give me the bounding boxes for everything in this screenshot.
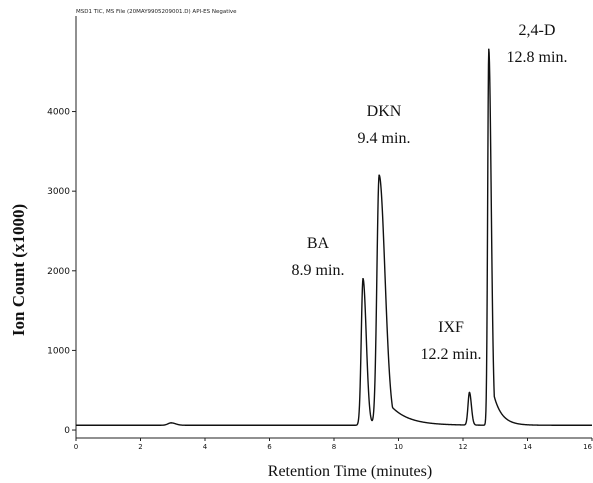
y-axis-label: Ion Count (x1000): [9, 204, 28, 336]
x-tick-label: 10: [394, 443, 403, 451]
peak-label-name: BA: [307, 235, 330, 252]
peak-label-name: DKN: [367, 103, 402, 120]
y-tick-label: 4000: [47, 108, 70, 118]
x-tick-label: 16: [583, 443, 592, 451]
peak-apex: [170, 422, 172, 424]
peak-label-time: 8.9 min.: [292, 262, 345, 279]
peak-apex: [362, 277, 364, 280]
peak-label-time: 12.2 min.: [421, 346, 482, 363]
x-axis-label: Retention Time (minutes): [268, 463, 432, 480]
peak-label-time: 12.8 min.: [507, 49, 568, 66]
peak-label-name: 2,4-D: [519, 22, 556, 39]
x-tick-label: 6: [267, 443, 272, 451]
y-tick-label: 2000: [47, 267, 70, 277]
x-tick-label: 8: [332, 443, 336, 451]
tic-trace: [75, 48, 593, 426]
x-tick-label: 4: [203, 443, 208, 451]
chart-header: MSD1 TIC, MS File (20MAY9905209001.D) AP…: [76, 9, 237, 15]
peak-label-time: 9.4 min.: [358, 130, 411, 147]
peak-annotation: DKN 9.4 min.: [358, 103, 411, 147]
peak-label-name: IXF: [438, 319, 464, 336]
peak-annotation: 2,4-D 12.8 min.: [507, 22, 568, 66]
peak-apex: [468, 391, 471, 394]
y-tick-label: 0: [64, 426, 70, 436]
y-tick-label: 3000: [47, 187, 70, 197]
y-tick-label: 1000: [47, 346, 70, 356]
x-tick-label: 2: [138, 443, 142, 451]
peak-apex: [488, 48, 490, 51]
x-tick-label: 0: [74, 443, 78, 451]
x-tick-label: 12: [459, 443, 468, 451]
peak-annotation: IXF 12.2 min.: [421, 319, 482, 363]
peak-annotation: BA 8.9 min.: [292, 235, 345, 279]
x-tick-label: 14: [523, 443, 532, 451]
peak-apex: [378, 174, 380, 177]
